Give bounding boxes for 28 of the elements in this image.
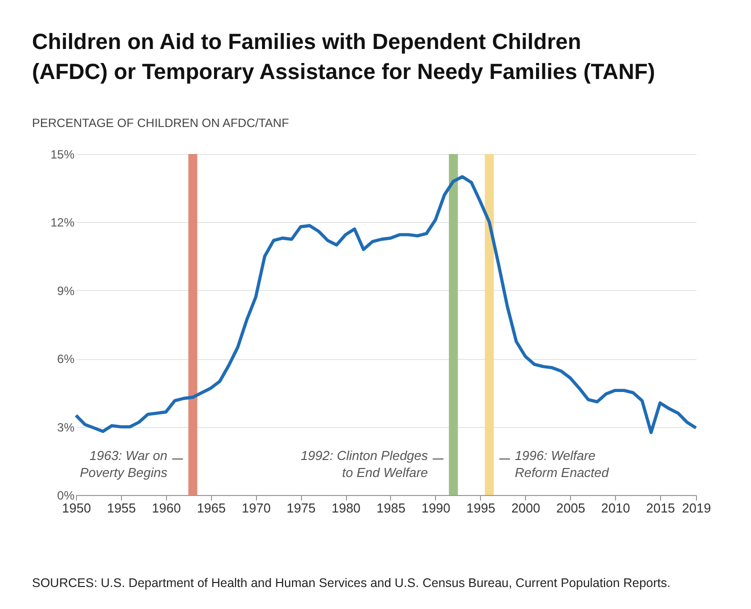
x-tick-label: 1985 xyxy=(376,500,406,516)
y-tick-label: 15% xyxy=(50,148,75,162)
y-tick-label: 3% xyxy=(57,420,75,434)
x-tick-label: 1950 xyxy=(62,500,91,516)
x-tick-label: 2015 xyxy=(646,500,676,516)
x-tick-label: 1995 xyxy=(466,500,496,516)
x-tick-label: 1970 xyxy=(242,500,271,516)
x-tick-label: 1975 xyxy=(286,500,316,516)
chart-title: Children on Aid to Families with Dependent Children (AFDC) or Temporary Assistance for Needy Families (TANF) xyxy=(32,29,656,84)
y-tick-label: 12% xyxy=(50,216,75,230)
y-tick-label: 9% xyxy=(57,284,75,298)
x-tick-label: 2005 xyxy=(556,500,586,516)
x-tick-label: 1960 xyxy=(152,500,181,516)
x-tick-label: 2019 xyxy=(682,500,711,516)
band-label: 1996: Welfare Reform Enacted xyxy=(514,448,610,480)
x-tick-label: 1965 xyxy=(196,500,226,516)
x-tick-label: 2010 xyxy=(601,500,630,516)
y-tick-label: 6% xyxy=(57,352,75,366)
y-axis-title: PERCENTAGE OF CHILDREN ON AFDC/TANF xyxy=(32,116,289,130)
line-series xyxy=(74,175,698,434)
x-tick-label: 1990 xyxy=(421,500,450,516)
x-tick-label: 1955 xyxy=(106,500,136,516)
source-note: SOURCES: U.S. Department of Health and Human Services and U.S. Census Bureau, Current Population Reports. xyxy=(32,576,670,590)
band-label: 1992: Clinton Pledges to End Welfare xyxy=(300,448,428,480)
band-label: 1963: War on Poverty Begins xyxy=(80,448,168,480)
x-tick-label: 1980 xyxy=(332,500,361,516)
x-tick-label: 2000 xyxy=(511,500,540,516)
y-tick-label: 0% xyxy=(57,488,75,502)
